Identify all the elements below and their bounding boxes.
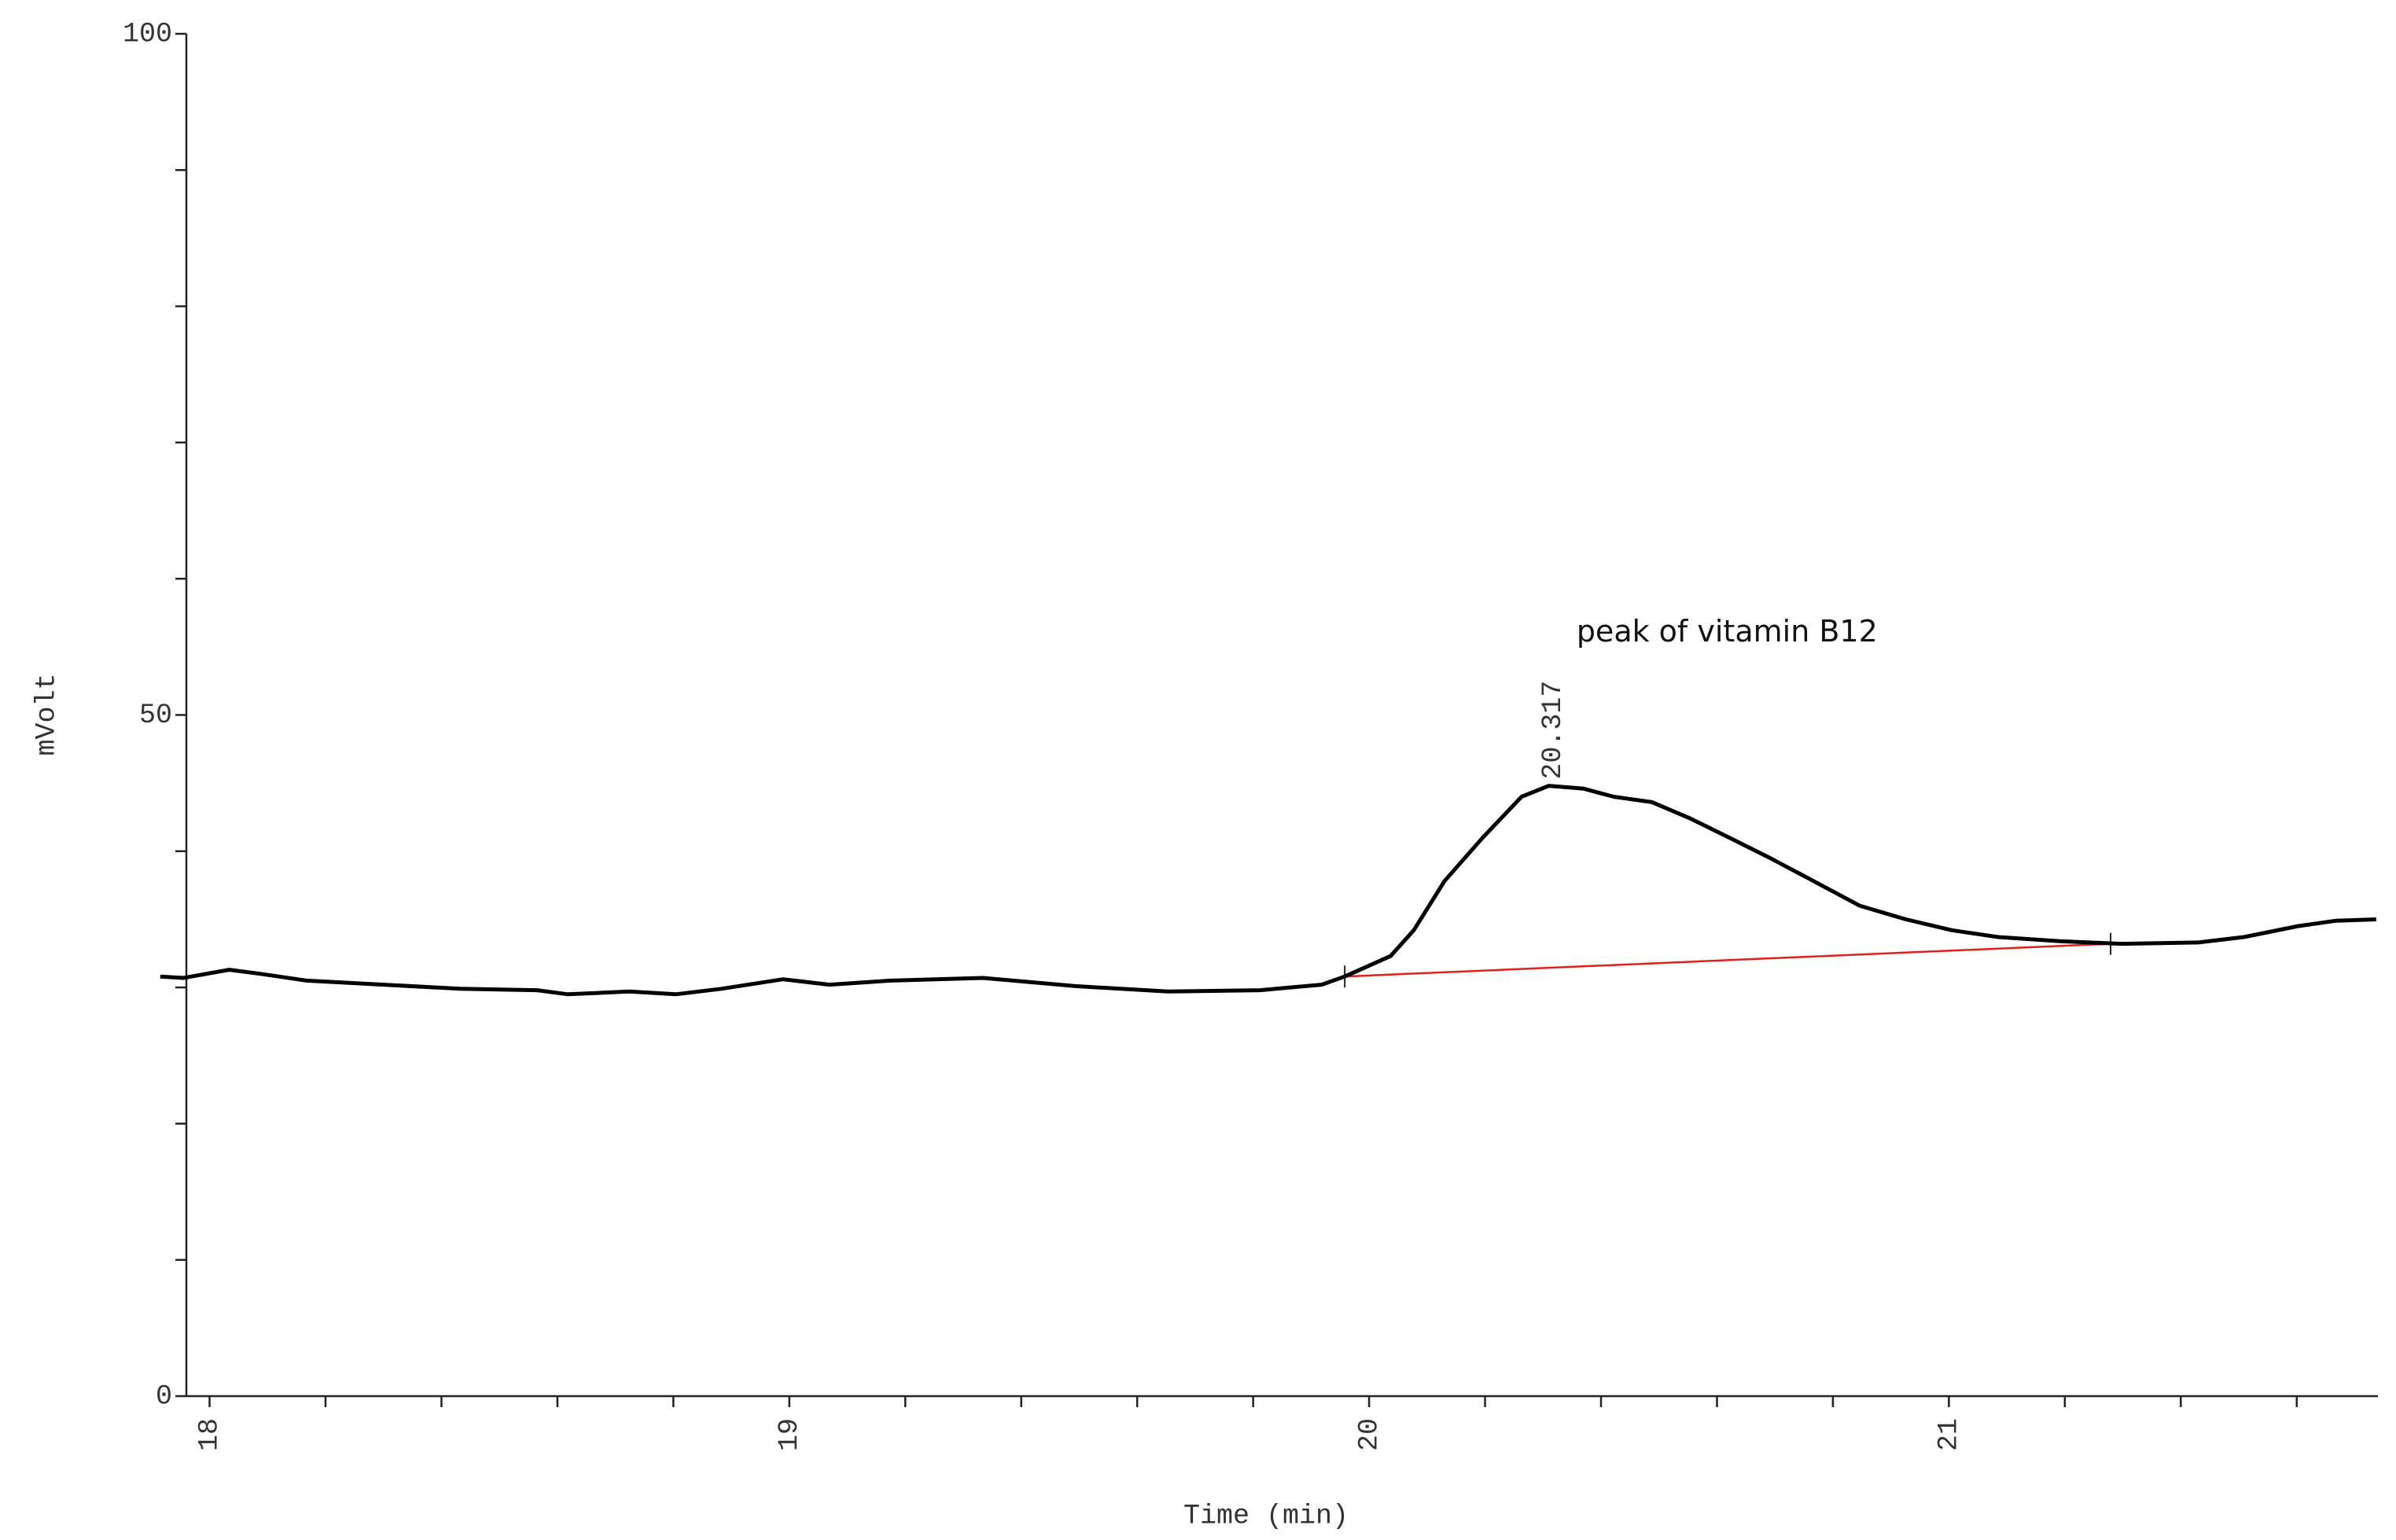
y-tick-label: 50 <box>139 700 172 731</box>
y-axis-label: mVolt <box>31 673 62 755</box>
y-tick-label: 0 <box>156 1380 172 1412</box>
x-tick-label: 18 <box>194 1418 226 1451</box>
signal-line <box>160 784 2376 997</box>
peak-baseline <box>1345 943 2111 978</box>
x-tick-label: 20 <box>1353 1418 1385 1451</box>
y-tick-label: 100 <box>123 18 172 50</box>
x-axis-label: Time (min) <box>1183 1500 1349 1531</box>
peak-retention-time: 20.317 <box>1537 681 1569 780</box>
x-tick-label: 19 <box>774 1418 805 1451</box>
x-tick-label: 21 <box>1934 1418 1965 1451</box>
peak-label: peak of vitamin B12 <box>1577 614 1878 649</box>
